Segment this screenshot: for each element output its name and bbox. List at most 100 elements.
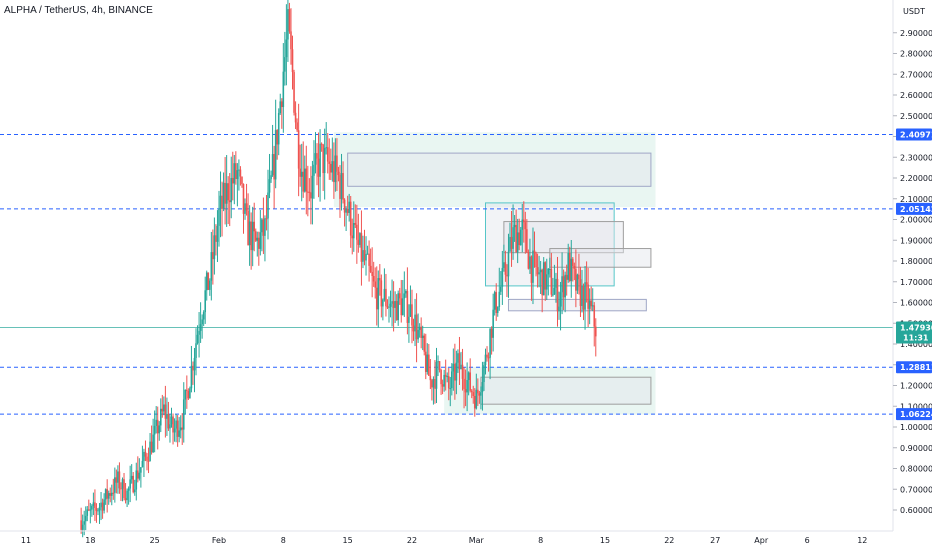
candle-body: [457, 353, 459, 363]
price-level-tag[interactable]: [896, 128, 932, 141]
y-tick-label: 2.50000: [900, 112, 932, 121]
candle-body: [550, 268, 553, 295]
candle-body: [182, 399, 185, 430]
candle-body: [235, 163, 237, 180]
candle-body: [579, 279, 582, 306]
annotation-box[interactable]: [480, 376, 652, 405]
candle-body: [575, 268, 577, 291]
candle-body: [86, 509, 89, 516]
candle-body: [400, 298, 403, 316]
candle-body: [435, 361, 438, 389]
y-tick-label: 0.70000: [900, 485, 932, 494]
candle-body: [316, 153, 318, 159]
candle-body: [405, 290, 407, 294]
candle-body: [273, 154, 275, 180]
candle-body: [262, 219, 265, 236]
price-level-tag[interactable]: [896, 202, 932, 215]
candle-body: [340, 173, 343, 199]
candle-body: [527, 252, 530, 269]
candle-body: [123, 479, 125, 499]
candle-body: [363, 250, 366, 261]
candle-body: [506, 274, 508, 277]
annotation-box[interactable]: [507, 298, 647, 312]
annotation-box[interactable]: [347, 152, 652, 187]
candle-body: [186, 389, 188, 392]
candle-body: [120, 488, 122, 490]
candle-body: [362, 250, 364, 262]
candle-body: [250, 221, 252, 251]
candle-body: [107, 493, 110, 499]
candle-body: [591, 305, 594, 307]
candle-body: [389, 303, 392, 307]
countdown-label: 11:31: [903, 334, 929, 343]
y-tick-label: 1.40000: [900, 340, 932, 349]
candle-body: [333, 161, 335, 183]
candle-body: [524, 222, 527, 230]
candle-body: [365, 253, 367, 261]
candle-body: [556, 278, 559, 312]
y-tick-label: 1.60000: [900, 299, 932, 308]
candle-body: [325, 147, 328, 149]
candle-body: [417, 329, 419, 340]
candle-body: [481, 382, 484, 393]
candle-body: [434, 379, 436, 389]
price-level-tag[interactable]: [896, 361, 932, 374]
time-axis[interactable]: 11 18 25 Feb 8 15 22 Mar 8 15 22 27 Apr 6 12: [21, 536, 867, 545]
annotation-box[interactable]: [549, 248, 652, 268]
candle-body: [150, 441, 153, 453]
price-axis[interactable]: USDT 0.60000 0.70000 0.80000 0.90000 1.00000 1…: [893, 7, 932, 515]
candle-body: [291, 49, 294, 73]
candle-body: [112, 492, 115, 494]
candle-body: [282, 71, 285, 108]
y-tick-label: 1.80000: [900, 257, 932, 266]
candle-body: [155, 419, 157, 426]
candle-body: [202, 312, 205, 320]
zone-rect[interactable]: [444, 366, 656, 415]
candle-body: [310, 192, 312, 199]
candle-body: [209, 280, 211, 290]
candle-body: [313, 164, 315, 176]
candle-body: [225, 183, 228, 204]
x-tick-label: 15: [600, 536, 610, 545]
candle-body: [444, 374, 447, 377]
candle-body: [288, 9, 291, 32]
candle-body: [480, 392, 482, 396]
candle-body: [576, 274, 579, 291]
candle-body: [513, 224, 516, 228]
candle-body: [264, 218, 266, 236]
candle-body: [472, 392, 475, 396]
candle-body: [460, 364, 462, 370]
candle-body: [271, 154, 274, 176]
candle-body: [395, 301, 398, 321]
candle-body: [253, 221, 256, 232]
y-tick-label: 2.00000: [900, 216, 932, 225]
candle-body: [463, 378, 465, 390]
candle-body: [146, 456, 148, 461]
candle-body: [270, 175, 272, 180]
chart-title: ALPHA / TetherUS, 4h, BINANCE: [4, 5, 153, 16]
candle-body: [519, 229, 522, 246]
candle-body: [354, 223, 357, 225]
candle-body: [529, 256, 531, 269]
candle-body: [371, 271, 373, 276]
candle-body: [129, 479, 131, 489]
x-tick-label: 27: [710, 536, 720, 545]
candle-body: [279, 101, 282, 114]
price-level-tag-label: 2.05142: [900, 205, 932, 214]
candle-body: [357, 239, 360, 245]
candle-body: [81, 524, 84, 530]
candle-body: [349, 201, 352, 236]
price-level-tag[interactable]: [896, 408, 932, 421]
candle-body: [284, 57, 286, 72]
candle-body: [294, 112, 297, 123]
candle-body: [532, 250, 534, 283]
candle-body: [314, 153, 317, 165]
candle-body: [432, 379, 435, 388]
candle-body: [467, 372, 470, 381]
candle-body: [561, 276, 563, 293]
candle-body: [372, 275, 375, 282]
candle-body: [179, 427, 182, 431]
zone-rect[interactable]: [333, 132, 656, 208]
candle-body: [380, 280, 383, 307]
